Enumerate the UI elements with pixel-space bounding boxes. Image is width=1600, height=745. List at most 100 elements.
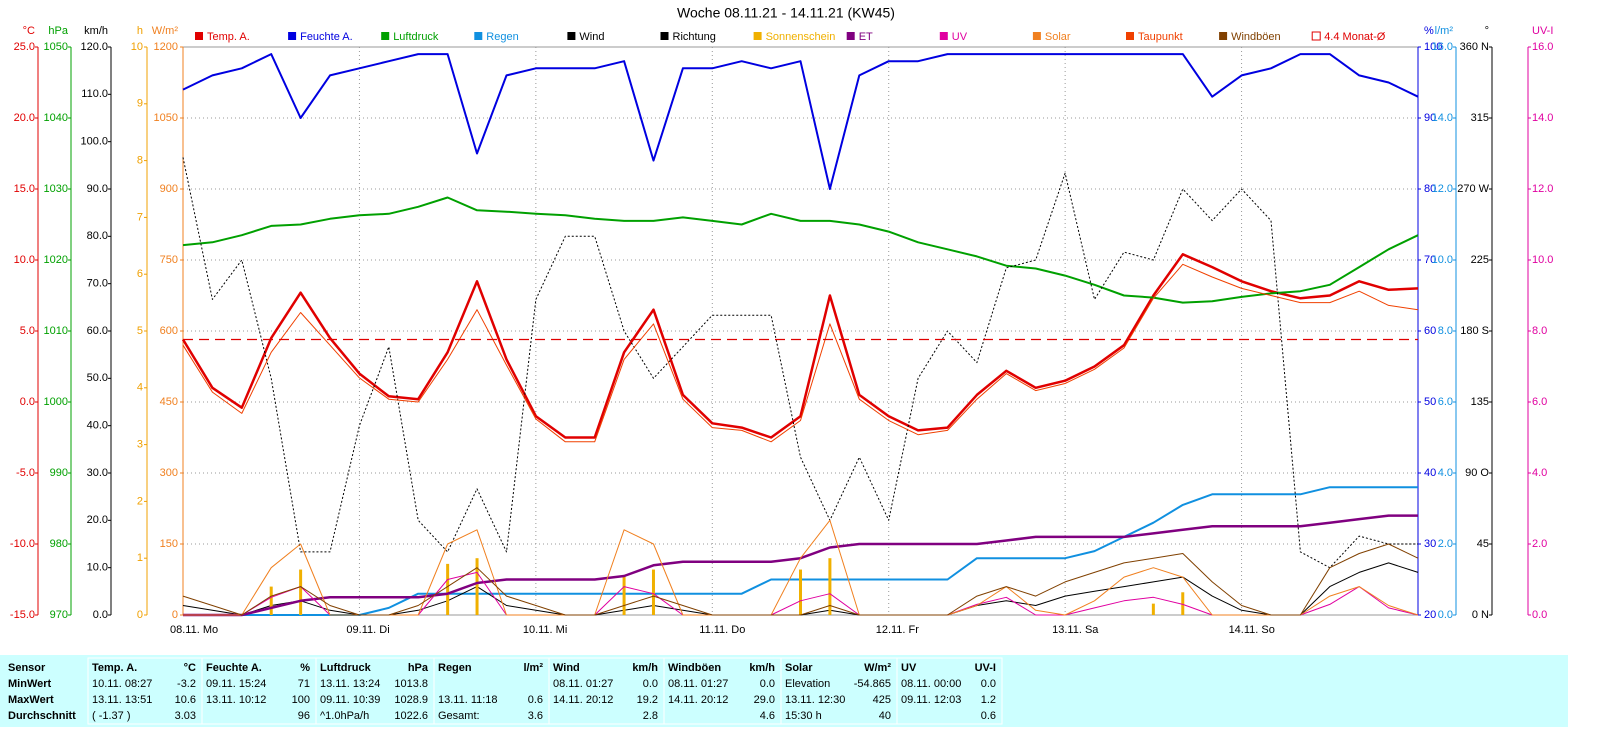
- legend-label: UV: [952, 31, 968, 43]
- x-tick-label: 11.11. Do: [699, 624, 745, 636]
- y-tick-label: 4.0: [1438, 467, 1453, 479]
- series-line: [182, 157, 1418, 569]
- legend-swatch: [753, 32, 762, 40]
- sunshine-bar: [828, 558, 832, 615]
- y-tick-label: 360 N: [1460, 41, 1489, 53]
- legend-swatch: [381, 32, 390, 40]
- y-tick-label: 16.0: [1532, 41, 1553, 53]
- y-tick-label: 225: [1471, 254, 1489, 266]
- table-cell: Gesamt:: [438, 710, 480, 722]
- sunshine-bar: [269, 586, 273, 615]
- axis-unit: °: [1485, 25, 1489, 37]
- table-cell: Elevation: [785, 678, 830, 690]
- y-tick-label: 80: [1424, 183, 1436, 195]
- group-name: Luftdruck: [320, 662, 372, 674]
- legend-swatch: [474, 32, 483, 40]
- y-tick-label: 150: [160, 538, 178, 550]
- y-tick-label: 990: [50, 467, 68, 479]
- axis-unit: W/m²: [152, 25, 179, 37]
- y-tick-label: 12.0: [1532, 183, 1553, 195]
- y-tick-label: 30: [1424, 538, 1436, 550]
- y-tick-label: 1050: [154, 112, 178, 124]
- y-tick-label: 10.0: [1432, 254, 1453, 266]
- y-tick-label: 6.0: [1532, 396, 1547, 408]
- axis-unit: %: [1424, 25, 1434, 37]
- group-name: Solar: [785, 662, 813, 674]
- y-tick-label: 7: [137, 211, 143, 223]
- y-tick-label: 1: [137, 552, 143, 564]
- legend-label: ET: [859, 31, 873, 43]
- legend-label: Luftdruck: [393, 31, 439, 43]
- y-tick-label: 10.0: [87, 562, 108, 574]
- y-tick-label: 5: [137, 325, 143, 337]
- group-name: Regen: [438, 662, 472, 674]
- group-name: Temp. A.: [92, 662, 137, 674]
- group-unit: km/h: [749, 662, 775, 674]
- y-tick-label: 15.0: [14, 183, 35, 195]
- y-tick-label: 1050: [44, 41, 68, 53]
- table-cell: 08.11. 01:27: [553, 678, 613, 690]
- table-cell-box: [896, 657, 1003, 725]
- y-tick-label: 90 O: [1465, 467, 1489, 479]
- y-tick-label: 20.0: [87, 514, 108, 526]
- y-tick-label: 0.0: [20, 396, 35, 408]
- y-tick-label: 10.0: [1532, 254, 1553, 266]
- y-tick-label: -5.0: [16, 467, 35, 479]
- table-cell: 09.11. 10:39: [320, 694, 380, 706]
- legend-label: Taupunkt: [1138, 31, 1183, 43]
- table-cell: 13.11. 13:24: [320, 678, 380, 690]
- y-tick-label: 100.0: [80, 136, 108, 148]
- x-tick-label: 12.11. Fr: [876, 624, 920, 636]
- group-name: Feuchte A.: [206, 662, 262, 674]
- series-line: [181, 253, 1419, 439]
- table-cell: 0.0: [643, 678, 658, 690]
- legend-swatch: [567, 32, 576, 40]
- table-cell: 0.6: [528, 694, 543, 706]
- table-cell: 100: [292, 694, 310, 706]
- y-tick-label: 135: [1471, 396, 1489, 408]
- legend-label: 4.4 Monat-Ø: [1324, 31, 1386, 43]
- y-tick-label: 90.0: [87, 183, 108, 195]
- y-tick-label: 180 S: [1460, 325, 1489, 337]
- y-tick-label: 1010: [44, 325, 68, 337]
- y-tick-label: 60.0: [87, 325, 108, 337]
- group-unit: hPa: [408, 662, 429, 674]
- sunshine-bar: [446, 563, 450, 615]
- table-cell: -3.2: [177, 678, 196, 690]
- y-tick-label: 20: [1424, 609, 1436, 621]
- y-tick-label: 45: [1477, 538, 1489, 550]
- x-tick-label: 13.11. Sa: [1052, 624, 1099, 636]
- y-tick-label: 60: [1424, 325, 1436, 337]
- y-tick-label: 750: [160, 254, 178, 266]
- x-tick-label: 14.11. So: [1229, 624, 1275, 636]
- table-cell: 96: [298, 710, 310, 722]
- y-tick-label: 100: [1424, 41, 1442, 53]
- table-cell: 40: [879, 710, 891, 722]
- table-cell: 0.0: [981, 678, 996, 690]
- table-cell: 14.11. 20:12: [553, 694, 613, 706]
- y-tick-label: 1000: [44, 396, 68, 408]
- x-tick-label: 10.11. Mi: [523, 624, 567, 636]
- y-tick-label: 2.0: [1532, 538, 1547, 550]
- plot-frame: [182, 46, 1419, 616]
- group-unit: l/m²: [523, 662, 543, 674]
- y-tick-label: 70: [1424, 254, 1436, 266]
- axis-unit: hPa: [48, 25, 68, 37]
- group-unit: UV-I: [975, 662, 996, 674]
- y-tick-label: 40: [1424, 467, 1436, 479]
- y-tick-label: 110.0: [81, 88, 108, 100]
- axis-unit: UV-I: [1532, 25, 1553, 37]
- table-cell: 14.11. 20:12: [668, 694, 728, 706]
- y-tick-label: 0: [172, 609, 178, 621]
- table-cell: 1013.8: [394, 678, 428, 690]
- y-tick-label: 70.0: [87, 278, 108, 290]
- sunshine-bar: [475, 558, 479, 615]
- table-cell: 425: [873, 694, 891, 706]
- y-tick-label: 600: [160, 325, 178, 337]
- table-cell: 13.11. 13:51: [92, 694, 152, 706]
- legend-swatch: [195, 32, 203, 40]
- x-tick-label: 09.11. Di: [346, 624, 389, 636]
- table-cell: 29.0: [754, 694, 775, 706]
- group-unit: W/m²: [864, 662, 891, 674]
- y-tick-label: 120.0: [80, 41, 108, 53]
